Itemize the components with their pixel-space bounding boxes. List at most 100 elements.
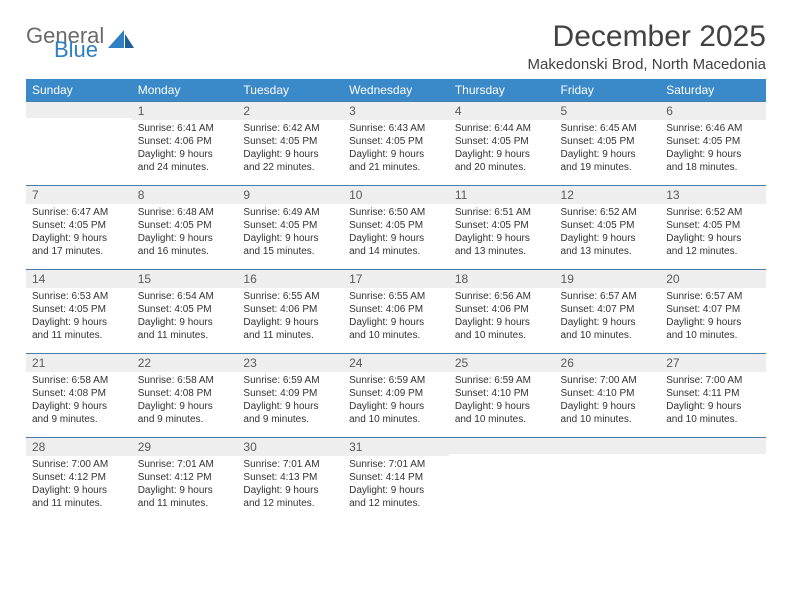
day-details: Sunrise: 7:00 AMSunset: 4:11 PMDaylight:… — [660, 372, 766, 430]
calendar-day-cell: 10Sunrise: 6:50 AMSunset: 4:05 PMDayligh… — [343, 186, 449, 270]
sunset-text: Sunset: 4:14 PM — [349, 471, 443, 484]
daylight-text: Daylight: 9 hours and 12 minutes. — [666, 232, 760, 258]
calendar-day-cell: 13Sunrise: 6:52 AMSunset: 4:05 PMDayligh… — [660, 186, 766, 270]
day-number: 11 — [449, 186, 555, 204]
calendar-day-cell: 18 Sunrise: 6:56 AMSunset: 4:06 PMDayligh… — [449, 270, 555, 354]
sunset-text: Sunset: 4:05 PM — [32, 219, 126, 232]
calendar-day-cell: 31Sunrise: 7:01 AMSunset: 4:14 PMDayligh… — [343, 438, 449, 522]
sunrise-text: Sunrise: 6:52 AM — [666, 206, 760, 219]
calendar-day-cell: 25Sunrise: 6:59 AMSunset: 4:10 PMDayligh… — [449, 354, 555, 438]
sunrise-text: Sunrise: 6:44 AM — [455, 122, 549, 135]
sunset-text: Sunset: 4:09 PM — [243, 387, 337, 400]
calendar-day-cell: 19Sunrise: 6:57 AMSunset: 4:07 PMDayligh… — [555, 270, 661, 354]
day-details: Sunrise: 6:55 AMSunset: 4:06 PMDaylight:… — [343, 288, 449, 346]
calendar-day-cell: 8Sunrise: 6:48 AMSunset: 4:05 PMDaylight… — [132, 186, 238, 270]
day-details: Sunrise: 6:46 AMSunset: 4:05 PMDaylight:… — [660, 120, 766, 178]
sunrise-text: Sunrise: 6:43 AM — [349, 122, 443, 135]
daylight-text: Daylight: 9 hours and 21 minutes. — [349, 148, 443, 174]
calendar-day-cell: 4Sunrise: 6:44 AMSunset: 4:05 PMDaylight… — [449, 102, 555, 186]
calendar-day-cell: 2Sunrise: 6:42 AMSunset: 4:05 PMDaylight… — [237, 102, 343, 186]
day-details: Sunrise: 6:58 AMSunset: 4:08 PMDaylight:… — [26, 372, 132, 430]
sunrise-text: Sunrise: 7:00 AM — [561, 374, 655, 387]
day-details: Sunrise: 6:45 AMSunset: 4:05 PMDaylight:… — [555, 120, 661, 178]
calendar-table: Sunday Monday Tuesday Wednesday Thursday… — [26, 79, 766, 522]
calendar-day-cell — [555, 438, 661, 522]
sunrise-text: Sunrise: 6:59 AM — [243, 374, 337, 387]
calendar-day-cell: 14Sunrise: 6:53 AMSunset: 4:05 PMDayligh… — [26, 270, 132, 354]
day-details: Sunrise: 6:57 AMSunset: 4:07 PMDaylight:… — [555, 288, 661, 346]
day-number: 23 — [237, 354, 343, 372]
sunrise-text: Sunrise: 6:48 AM — [138, 206, 232, 219]
day-details: Sunrise: 6:59 AMSunset: 4:09 PMDaylight:… — [237, 372, 343, 430]
calendar-day-cell: 29Sunrise: 7:01 AMSunset: 4:12 PMDayligh… — [132, 438, 238, 522]
sunrise-text: Sunrise: 6:59 AM — [349, 374, 443, 387]
daylight-text: Daylight: 9 hours and 10 minutes. — [455, 316, 549, 342]
sunset-text: Sunset: 4:06 PM — [455, 303, 549, 316]
sunset-text: Sunset: 4:07 PM — [666, 303, 760, 316]
daylight-text: Daylight: 9 hours and 22 minutes. — [243, 148, 337, 174]
calendar-day-cell: 6Sunrise: 6:46 AMSunset: 4:05 PMDaylight… — [660, 102, 766, 186]
sunset-text: Sunset: 4:05 PM — [138, 219, 232, 232]
daylight-text: Daylight: 9 hours and 10 minutes. — [561, 316, 655, 342]
day-details: Sunrise: 7:00 AMSunset: 4:12 PMDaylight:… — [26, 456, 132, 514]
day-number: 15 — [132, 270, 238, 288]
weekday-header-row: Sunday Monday Tuesday Wednesday Thursday… — [26, 79, 766, 102]
day-details: Sunrise: 7:01 AMSunset: 4:13 PMDaylight:… — [237, 456, 343, 514]
calendar-week-row: 7Sunrise: 6:47 AMSunset: 4:05 PMDaylight… — [26, 186, 766, 270]
calendar-week-row: 28Sunrise: 7:00 AMSunset: 4:12 PMDayligh… — [26, 438, 766, 522]
day-number: 12 — [555, 186, 661, 204]
daylight-text: Daylight: 9 hours and 11 minutes. — [243, 316, 337, 342]
sunset-text: Sunset: 4:10 PM — [455, 387, 549, 400]
day-details: Sunrise: 6:41 AMSunset: 4:06 PMDaylight:… — [132, 120, 238, 178]
sunset-text: Sunset: 4:13 PM — [243, 471, 337, 484]
sunset-text: Sunset: 4:05 PM — [666, 219, 760, 232]
sunset-text: Sunset: 4:05 PM — [666, 135, 760, 148]
sunset-text: Sunset: 4:06 PM — [349, 303, 443, 316]
sunset-text: Sunset: 4:05 PM — [243, 219, 337, 232]
day-number: 31 — [343, 438, 449, 456]
calendar-day-cell: 26Sunrise: 7:00 AMSunset: 4:10 PMDayligh… — [555, 354, 661, 438]
daylight-text: Daylight: 9 hours and 10 minutes. — [349, 400, 443, 426]
sunrise-text: Sunrise: 6:59 AM — [455, 374, 549, 387]
calendar-day-cell: 9Sunrise: 6:49 AMSunset: 4:05 PMDaylight… — [237, 186, 343, 270]
sunrise-text: Sunrise: 6:56 AM — [455, 290, 549, 303]
weekday-header: Saturday — [660, 79, 766, 102]
day-number — [449, 438, 555, 454]
sunset-text: Sunset: 4:10 PM — [561, 387, 655, 400]
calendar-day-cell: 24Sunrise: 6:59 AMSunset: 4:09 PMDayligh… — [343, 354, 449, 438]
logo-text-blue: Blue — [54, 40, 104, 60]
weekday-header: Monday — [132, 79, 238, 102]
sunrise-text: Sunrise: 6:54 AM — [138, 290, 232, 303]
day-number: 18 — [449, 270, 555, 288]
day-number: 1 — [132, 102, 238, 120]
daylight-text: Daylight: 9 hours and 11 minutes. — [32, 316, 126, 342]
sunrise-text: Sunrise: 7:00 AM — [32, 458, 126, 471]
daylight-text: Daylight: 9 hours and 11 minutes. — [138, 484, 232, 510]
day-details: Sunrise: 6:47 AMSunset: 4:05 PMDaylight:… — [26, 204, 132, 262]
calendar-day-cell: 21Sunrise: 6:58 AMSunset: 4:08 PMDayligh… — [26, 354, 132, 438]
calendar-day-cell: 16Sunrise: 6:55 AMSunset: 4:06 PMDayligh… — [237, 270, 343, 354]
day-details: Sunrise: 6:54 AMSunset: 4:05 PMDaylight:… — [132, 288, 238, 346]
sunrise-text: Sunrise: 6:57 AM — [561, 290, 655, 303]
calendar-day-cell: 15Sunrise: 6:54 AMSunset: 4:05 PMDayligh… — [132, 270, 238, 354]
day-number: 28 — [26, 438, 132, 456]
day-number: 20 — [660, 270, 766, 288]
sunrise-text: Sunrise: 6:49 AM — [243, 206, 337, 219]
sunset-text: Sunset: 4:05 PM — [138, 303, 232, 316]
daylight-text: Daylight: 9 hours and 24 minutes. — [138, 148, 232, 174]
day-details: Sunrise: 6:57 AMSunset: 4:07 PMDaylight:… — [660, 288, 766, 346]
sunset-text: Sunset: 4:05 PM — [349, 219, 443, 232]
day-number: 9 — [237, 186, 343, 204]
calendar-day-cell: 7Sunrise: 6:47 AMSunset: 4:05 PMDaylight… — [26, 186, 132, 270]
sunrise-text: Sunrise: 6:46 AM — [666, 122, 760, 135]
calendar-day-cell: 27Sunrise: 7:00 AMSunset: 4:11 PMDayligh… — [660, 354, 766, 438]
daylight-text: Daylight: 9 hours and 13 minutes. — [561, 232, 655, 258]
weekday-header: Tuesday — [237, 79, 343, 102]
daylight-text: Daylight: 9 hours and 12 minutes. — [349, 484, 443, 510]
daylight-text: Daylight: 9 hours and 9 minutes. — [243, 400, 337, 426]
day-details: Sunrise: 6:42 AMSunset: 4:05 PMDaylight:… — [237, 120, 343, 178]
daylight-text: Daylight: 9 hours and 12 minutes. — [243, 484, 337, 510]
day-details: Sunrise: 7:01 AMSunset: 4:12 PMDaylight:… — [132, 456, 238, 514]
daylight-text: Daylight: 9 hours and 10 minutes. — [561, 400, 655, 426]
day-number: 19 — [555, 270, 661, 288]
